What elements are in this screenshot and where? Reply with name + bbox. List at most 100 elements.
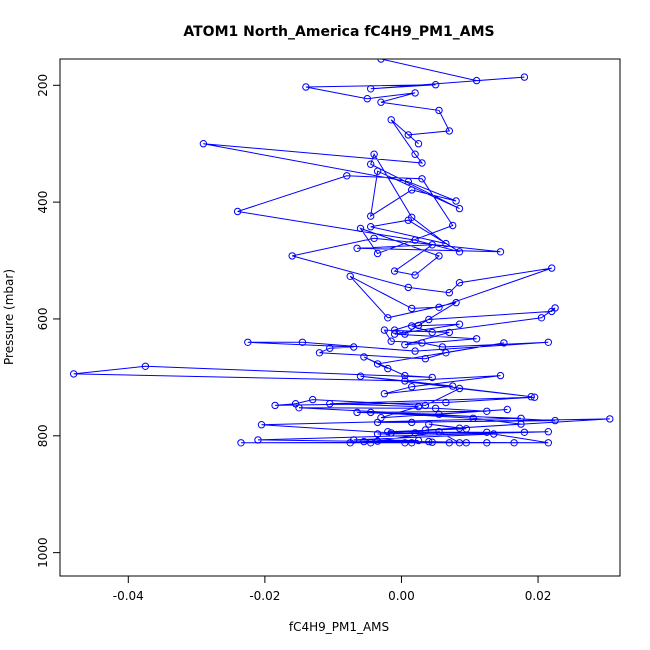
data-point: [356, 224, 365, 233]
data-point: [370, 234, 378, 243]
data-point: [551, 416, 559, 425]
data-point: [390, 326, 399, 334]
data-point: [367, 439, 375, 447]
data-point: [496, 371, 505, 380]
data-point: [431, 81, 440, 89]
x-tick-label: 0.00: [388, 589, 415, 603]
data-point: [244, 338, 252, 346]
y-tick-label: 200: [36, 74, 50, 97]
data-point: [404, 283, 412, 292]
data-point: [373, 167, 382, 175]
data-point: [462, 425, 470, 433]
y-tick-label: 800: [36, 424, 50, 447]
data-point: [367, 408, 375, 417]
data-point: [438, 343, 447, 351]
data-point: [404, 131, 412, 139]
data-point: [455, 248, 464, 256]
data-point: [401, 341, 409, 349]
data-point: [435, 252, 443, 260]
data-point: [421, 426, 430, 434]
data-point: [408, 383, 416, 391]
data-point: [418, 175, 426, 183]
data-point: [418, 159, 426, 167]
data-point: [411, 347, 419, 355]
data-point: [387, 429, 395, 437]
data-point: [387, 116, 395, 124]
data-point: [455, 204, 464, 213]
data-point: [373, 418, 382, 427]
data-point: [503, 405, 511, 414]
data-point: [353, 408, 361, 417]
data-point: [445, 289, 453, 297]
x-tick-label: -0.02: [249, 589, 280, 603]
data-point: [544, 338, 552, 346]
data-point: [377, 59, 385, 63]
data-point: [360, 353, 368, 361]
data-point: [414, 402, 423, 411]
x-axis-label: fC4H9_PM1_AMS: [289, 620, 389, 634]
data-point: [442, 349, 450, 357]
y-tick-label: 1000: [36, 537, 50, 568]
data-point: [367, 212, 375, 220]
data-point: [425, 315, 433, 324]
data-point: [360, 437, 368, 446]
y-tick-label: 400: [36, 191, 50, 214]
data-point: [70, 370, 78, 378]
data-point: [537, 314, 546, 322]
data-point: [606, 415, 614, 423]
data-point: [373, 437, 382, 445]
data-point: [373, 360, 382, 368]
data-point: [414, 140, 423, 148]
data-point: [257, 421, 266, 429]
data-point: [431, 404, 440, 412]
data-point: [408, 186, 416, 194]
x-tick-label: 0.02: [525, 589, 552, 603]
data-point: [288, 252, 296, 260]
data-point: [295, 404, 303, 412]
data-point: [356, 372, 365, 380]
data-point: [421, 355, 430, 363]
data-point: [346, 272, 354, 280]
data-point: [271, 401, 279, 410]
data-point: [373, 249, 382, 258]
data-point: [428, 438, 436, 446]
data-point: [449, 382, 457, 390]
data-point: [445, 127, 453, 135]
data-point: [343, 172, 351, 180]
data-point: [445, 328, 453, 337]
data-point: [411, 429, 419, 437]
data-point: [425, 420, 433, 428]
y-axis: 200 400 600 800 1000: [36, 74, 60, 568]
data-point: [384, 314, 392, 322]
data-point: [401, 439, 409, 447]
x-tick-label: -0.04: [113, 589, 144, 603]
data-point: [520, 73, 529, 81]
data-point: [408, 304, 416, 313]
data-point: [315, 349, 324, 357]
data-point: [548, 264, 556, 272]
data-point: [384, 428, 392, 436]
data-point: [428, 241, 436, 249]
data-point: [544, 428, 552, 436]
data-point: [449, 221, 457, 230]
plot-frame: [59, 58, 621, 577]
data-point: [298, 338, 307, 346]
data-point: [377, 98, 385, 106]
data-point: [435, 106, 443, 115]
data-point: [472, 335, 481, 343]
data-point: [517, 414, 525, 422]
data-point: [435, 410, 443, 418]
data-point: [452, 197, 460, 205]
data-layer: [70, 59, 614, 447]
data-point: [370, 150, 378, 158]
data-point: [418, 339, 426, 347]
data-point: [472, 76, 481, 85]
data-point: [428, 328, 436, 337]
data-point: [199, 140, 208, 148]
data-point: [411, 89, 419, 97]
data-point: [411, 271, 419, 279]
data-point: [455, 384, 464, 393]
data-point: [411, 150, 419, 158]
data-point: [483, 407, 491, 415]
data-point: [462, 439, 470, 447]
